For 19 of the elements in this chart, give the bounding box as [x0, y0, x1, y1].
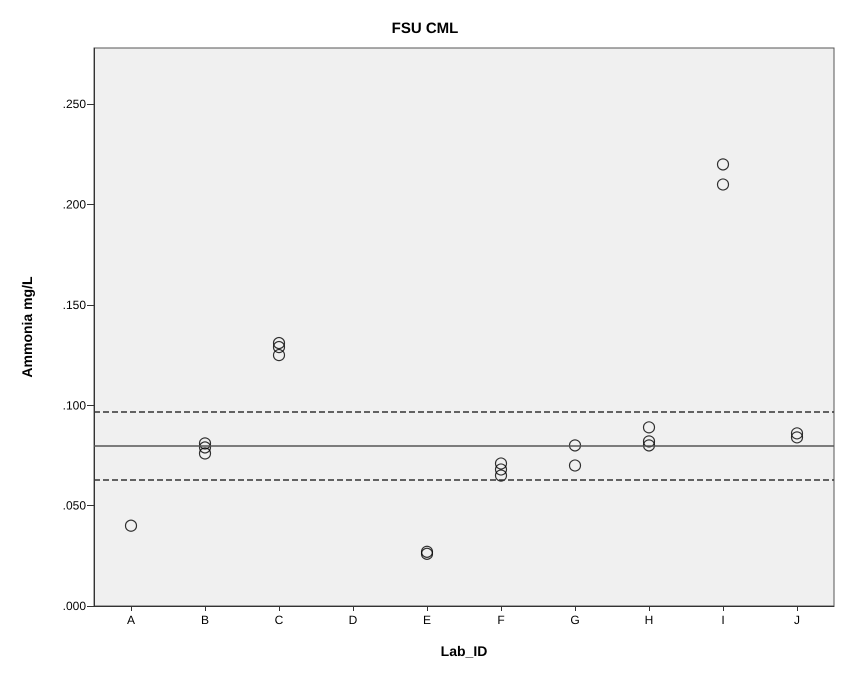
x-tick-label: F — [497, 613, 505, 627]
x-tick-label: G — [570, 613, 580, 627]
y-tick-label: .000 — [62, 599, 86, 613]
y-tick-label: .200 — [62, 198, 86, 212]
x-tick-label: H — [644, 613, 654, 627]
y-tick-label: .050 — [62, 498, 86, 513]
x-tick-label: C — [274, 613, 284, 627]
x-tick-label: I — [721, 613, 725, 627]
y-axis-title: Ammonia mg/L — [19, 276, 35, 378]
x-tick-label: A — [126, 613, 136, 627]
x-tick-label: B — [200, 613, 210, 627]
y-tick-label: .150 — [62, 298, 86, 312]
y-tick-label: .250 — [62, 97, 86, 112]
y-tick-label: .100 — [62, 398, 86, 412]
chart-title: FSU CML — [392, 20, 458, 37]
x-tick-label: D — [348, 613, 358, 627]
x-axis-title: Lab_ID — [440, 643, 488, 659]
x-tick-label: E — [422, 613, 432, 627]
x-tick-label: J — [794, 613, 800, 627]
